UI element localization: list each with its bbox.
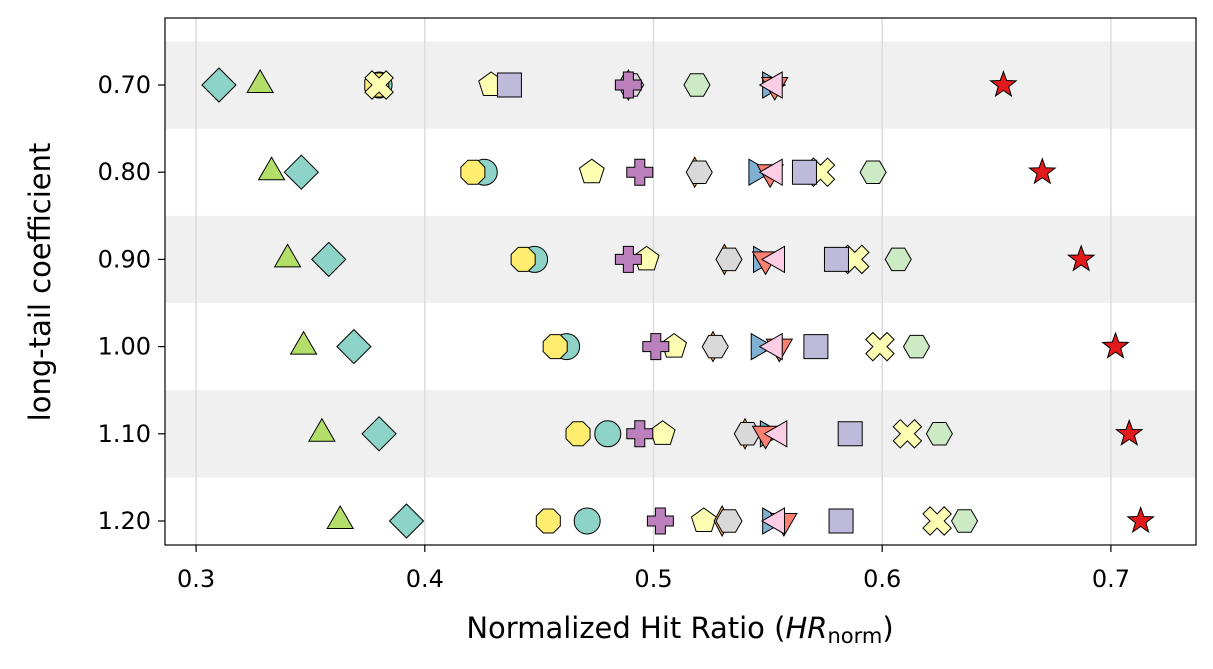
marker: [758, 332, 783, 361]
marker: [763, 419, 788, 448]
marker: [542, 334, 568, 360]
marker: [1066, 244, 1096, 272]
marker: [336, 328, 372, 365]
marker: [388, 503, 425, 539]
marker: [311, 241, 347, 278]
marker: [626, 420, 654, 448]
marker: [565, 421, 591, 447]
marker: [308, 417, 336, 442]
marker: [246, 68, 274, 93]
marker: [989, 70, 1018, 98]
marker: [1101, 331, 1130, 359]
marker: [535, 508, 561, 534]
marker: [614, 245, 642, 273]
marker: [922, 506, 952, 536]
x-label-part: HR: [785, 611, 827, 645]
marker: [828, 508, 854, 534]
x-tick-label: 0.5: [634, 565, 672, 593]
y-tick-label: 1.20: [98, 507, 151, 535]
marker: [701, 334, 729, 359]
marker: [273, 243, 302, 268]
marker: [859, 160, 887, 184]
marker: [201, 67, 237, 103]
y-axis-label: long-tail coefficient: [23, 143, 57, 422]
marker: [496, 72, 522, 98]
marker: [361, 416, 397, 452]
marker: [892, 418, 923, 449]
x-label-part: norm: [827, 624, 882, 648]
plot-frame: [164, 17, 1197, 546]
marker: [761, 245, 786, 274]
marker: [649, 420, 676, 445]
marker: [758, 71, 783, 99]
marker: [283, 154, 320, 190]
marker: [791, 159, 817, 185]
marker: [364, 70, 394, 100]
marker: [758, 158, 783, 187]
marker: [690, 507, 717, 533]
marker: [1114, 418, 1144, 446]
x-tick-label: 0.7: [1092, 565, 1130, 593]
x-axis-label: Normalized Hit Ratio (HRnorm): [466, 611, 893, 648]
marker: [594, 420, 622, 448]
marker: [823, 246, 849, 272]
marker: [685, 160, 713, 184]
marker: [1028, 157, 1057, 185]
marker: [646, 507, 674, 535]
band: [165, 41, 1196, 129]
bands: [165, 41, 1196, 478]
marker: [715, 509, 743, 533]
band: [165, 390, 1196, 478]
marker: [950, 509, 979, 533]
x-label-part: ): [882, 611, 893, 645]
y-tick-label: 0.70: [98, 71, 151, 99]
marker: [573, 507, 601, 535]
marker: [803, 334, 829, 360]
marker: [614, 71, 642, 99]
marker: [715, 247, 743, 272]
marker: [1126, 506, 1155, 534]
y-tick-label: 0.80: [98, 158, 151, 186]
marker: [626, 158, 654, 186]
marker: [257, 156, 286, 181]
marker: [289, 330, 318, 355]
marker: [902, 334, 931, 359]
marker: [761, 507, 786, 535]
x-tick-label: 0.6: [863, 565, 901, 593]
y-tick-label: 1.10: [98, 420, 151, 448]
marker: [460, 159, 486, 185]
marker: [510, 246, 536, 272]
marker: [683, 73, 711, 97]
marker: [925, 422, 953, 446]
y-tick-label: 0.90: [98, 245, 151, 273]
x-tick-label: 0.4: [406, 565, 444, 593]
x-tick-label: 0.3: [177, 565, 215, 593]
marker: [865, 331, 895, 362]
marker: [578, 158, 605, 184]
marker: [884, 247, 912, 272]
y-tick-label: 1.00: [98, 333, 151, 361]
marker: [326, 504, 355, 529]
marker: [837, 421, 863, 447]
marker: [642, 333, 670, 361]
x-label-part: Normalized Hit Ratio (: [466, 611, 785, 645]
